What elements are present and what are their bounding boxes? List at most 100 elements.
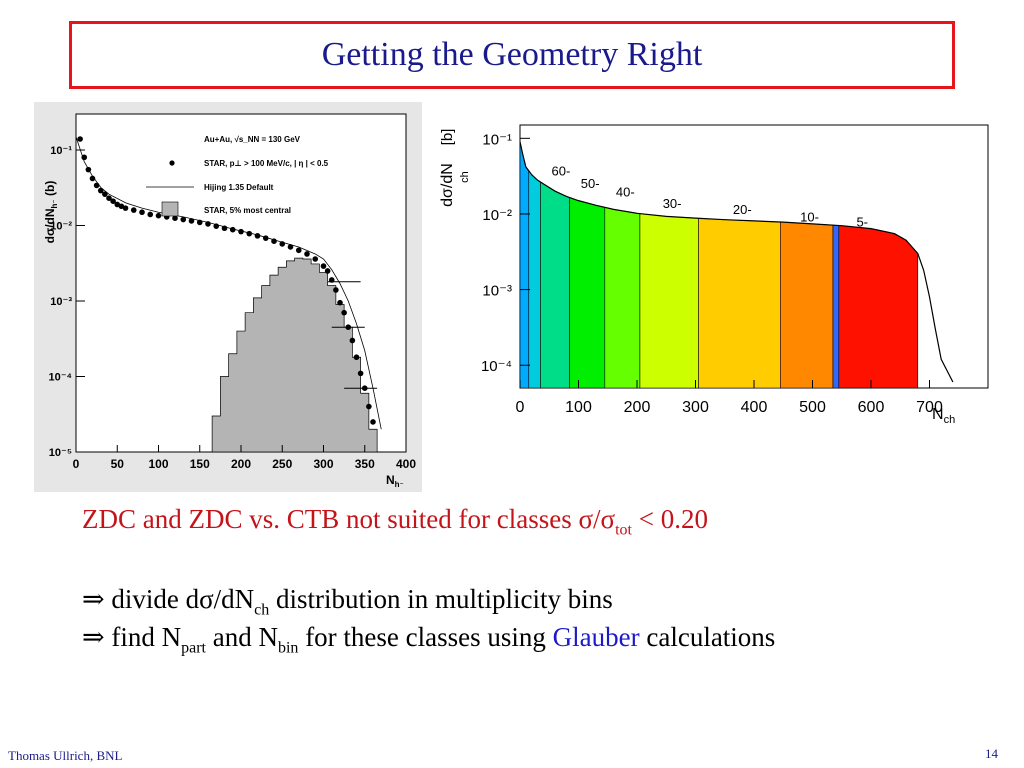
data-point: [213, 223, 220, 229]
centrality-bin: [519, 141, 530, 389]
data-point: [353, 354, 360, 361]
right-chart-class-labels: 60- 50- 40- 30- 20- 10- 5-: [552, 164, 868, 230]
left-chart-legend: Au+Au, √s_NN = 130 GeV STAR, p⊥ > 100 Me…: [146, 135, 329, 217]
y-tick-label: 10⁻¹: [482, 131, 512, 148]
data-point: [106, 195, 112, 202]
data-point: [312, 256, 319, 262]
data-point: [271, 238, 277, 244]
data-point: [85, 166, 92, 173]
data-point: [357, 370, 364, 377]
histogram-area: [203, 257, 378, 453]
centrality-bin: [569, 197, 606, 389]
slide-title-box: Getting the Geometry Right: [69, 21, 955, 89]
data-point: [341, 309, 347, 316]
legend-marker-points: [169, 160, 175, 166]
data-point: [81, 154, 88, 161]
legend-label-line: Hijing 1.35 Default: [204, 183, 274, 192]
data-point: [345, 324, 352, 330]
x-tick-label: 350: [355, 457, 375, 471]
x-tick-label: 200: [624, 399, 651, 416]
right-chart-curve: [519, 141, 954, 383]
data-point: [320, 263, 327, 269]
x-tick-label: 300: [313, 457, 333, 471]
left-chart: 0 50 100 150 200 250 300 350 400 10⁻¹10⁻²10⁻³10⁻…: [34, 102, 422, 492]
slide-title: Getting the Geometry Right: [321, 36, 703, 73]
left-chart-ylabel: dσ/dNh⁻ (b): [43, 181, 59, 244]
class-label: 20-: [733, 202, 752, 217]
x-tick-label: 300: [682, 399, 709, 416]
data-point: [97, 187, 104, 194]
data-point: [89, 175, 96, 182]
class-label: 10-: [800, 209, 819, 224]
body-line-divide: ⇒ divide dσ/dNch distribution in multipl…: [82, 584, 613, 619]
data-point: [324, 268, 331, 274]
x-tick-label: 0: [73, 457, 80, 471]
data-point: [122, 205, 129, 211]
x-tick-label: 50: [111, 457, 125, 471]
y-tick-label: 10⁻¹: [50, 145, 72, 157]
x-tick-label: 100: [148, 457, 168, 471]
data-point: [130, 207, 137, 213]
x-tick-label: 400: [741, 399, 768, 416]
svg-text:[b]: [b]: [439, 129, 456, 146]
x-tick-label: 600: [858, 399, 885, 416]
data-point: [110, 198, 116, 204]
right-chart: 60- 50- 40- 30- 20- 10- 5- 0 100 200 300 400 500 600…: [439, 124, 989, 426]
right-chart-x-ticks: 0 100 200 300 400 500 600 700: [516, 380, 943, 416]
data-point: [304, 251, 310, 257]
footer-page-number: 14: [985, 746, 998, 761]
left-chart-x-ticks: 0 50 100 150 200 250 300 350 400: [73, 445, 416, 471]
data-point: [205, 221, 211, 227]
y-tick-label: 10⁻⁵: [49, 447, 72, 459]
centrality-bin: [780, 221, 834, 389]
left-chart-histogram: [203, 257, 378, 453]
data-point: [139, 209, 145, 216]
x-tick-label: 400: [396, 457, 416, 471]
centrality-bin: [604, 206, 641, 389]
data-point: [221, 225, 228, 232]
data-point: [254, 233, 261, 239]
svg-text:ch: ch: [459, 171, 471, 183]
right-chart-xlabel: Nch: [932, 406, 955, 426]
centrality-bin: [540, 181, 571, 389]
x-tick-label: 200: [231, 457, 251, 471]
data-point: [196, 219, 203, 226]
data-point: [188, 218, 195, 224]
right-chart-colored-bins: [519, 141, 919, 389]
class-label: 40-: [616, 185, 635, 200]
data-point: [366, 403, 372, 410]
data-point: [238, 228, 244, 235]
data-point: [370, 419, 376, 425]
y-tick-label: 10⁻³: [482, 283, 512, 300]
data-point: [349, 337, 356, 344]
data-point: [328, 277, 335, 283]
data-point: [102, 191, 108, 197]
data-point: [229, 226, 236, 233]
class-label: 30-: [663, 196, 682, 211]
data-point: [246, 230, 253, 237]
x-tick-label: 0: [516, 399, 525, 416]
x-tick-label: 100: [565, 399, 592, 416]
svg-text:dσ/dN: dσ/dN: [439, 163, 456, 207]
class-label: 50-: [581, 176, 600, 191]
y-tick-label: 10⁻⁴: [481, 358, 512, 375]
data-point: [77, 136, 83, 142]
y-tick-label: 10⁻²: [482, 207, 512, 224]
x-tick-label: 500: [799, 399, 826, 416]
class-label: 60-: [552, 164, 571, 179]
x-tick-label: 700: [916, 399, 943, 416]
centrality-bin: [838, 225, 919, 389]
x-tick-label: 250: [272, 457, 292, 471]
right-chart-y-ticks: 10⁻¹ 10⁻² 10⁻³ 10⁻⁴: [481, 131, 530, 375]
x-tick-label: 150: [190, 457, 210, 471]
data-point: [172, 215, 178, 221]
data-point: [262, 235, 269, 241]
data-point: [155, 212, 162, 219]
centrality-bin: [832, 224, 840, 389]
data-point: [295, 247, 302, 254]
centrality-bin: [528, 169, 541, 389]
legend-header: Au+Au, √s_NN = 130 GeV: [204, 135, 301, 144]
legend-label-histogram: STAR, 5% most central: [204, 206, 291, 215]
class-label: 5-: [856, 215, 868, 230]
left-chart-xlabel: Nh⁻: [386, 473, 404, 489]
